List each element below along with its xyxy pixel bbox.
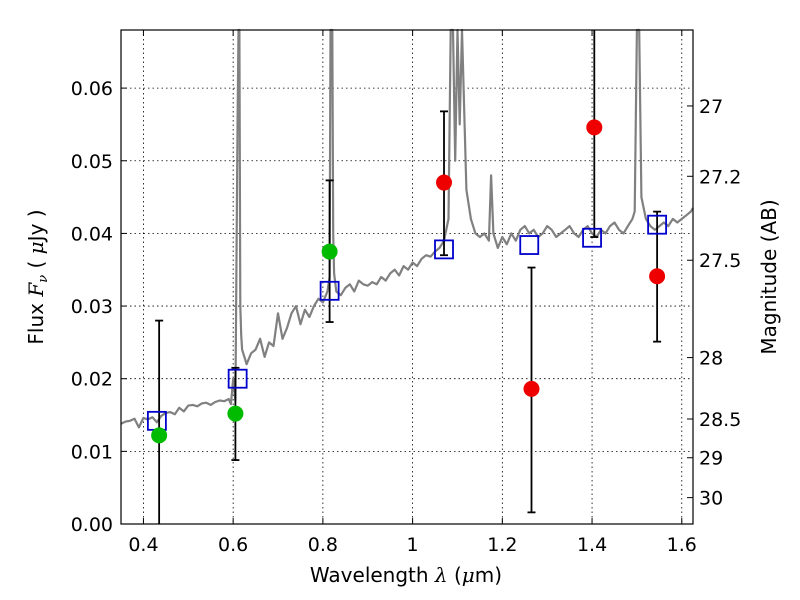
x-tick-label: 1.2 <box>487 534 517 556</box>
mag-tick-label: 29 <box>699 448 723 470</box>
mag-tick-label: 27.2 <box>699 166 741 188</box>
y-tick-label: 0.00 <box>71 514 113 536</box>
y-tick-label: 0.02 <box>71 369 113 391</box>
y-label-symbol: F <box>24 282 48 298</box>
model-photometry-square <box>519 235 540 255</box>
y-label-prefix: Flux <box>24 297 48 345</box>
right-axis-label: Magnitude (AB) <box>757 199 781 354</box>
mag-tick-label: 30 <box>699 488 723 510</box>
y-label-subscript: ν <box>36 275 51 283</box>
y-tick-label: 0.01 <box>71 441 113 463</box>
ticks-layer: 0.4 0.6 0.8 1 1.2 1.4 1.6 0.00 0.01 0.02 0.03 0.04 0… <box>71 30 741 556</box>
y-tick-label: 0.05 <box>71 151 113 173</box>
model-photometry-square <box>227 368 248 389</box>
model-photometry-square <box>319 280 340 301</box>
y-tick-label: 0.04 <box>71 223 113 245</box>
green-point <box>151 427 168 444</box>
model-photometry-square <box>434 239 454 260</box>
plot-frame <box>120 29 694 525</box>
grid <box>121 30 693 524</box>
model-photometry-layer <box>146 214 668 431</box>
observed-points-layer <box>151 119 666 444</box>
green-point <box>321 243 338 260</box>
y-tick-label: 0.03 <box>71 296 113 318</box>
y-label-unit-open: ( <box>24 254 48 275</box>
red-point <box>586 119 603 136</box>
mag-tick-label: 27.5 <box>699 250 741 272</box>
y-label-unit-mu: μ <box>24 241 48 254</box>
x-label-unit-rest: m) <box>475 563 502 587</box>
red-point <box>523 380 540 397</box>
x-label-symbol: λ <box>434 563 448 587</box>
mag-tick-label: 28.5 <box>699 409 741 431</box>
x-tick-label: 1.6 <box>667 534 697 556</box>
y-axis-label: Flux Fν ( μJy ) <box>24 209 51 344</box>
model-photometry-square <box>647 214 668 235</box>
red-point <box>649 268 666 285</box>
mag-tick-label: 28 <box>699 348 723 370</box>
red-point <box>436 174 453 191</box>
x-axis-label: Wavelength λ (μm) <box>310 563 502 587</box>
x-label-prefix: Wavelength <box>310 563 435 587</box>
x-tick-label: 0.6 <box>218 534 248 556</box>
x-tick-label: 1 <box>407 534 419 556</box>
x-label-unit-mu: μ <box>462 563 475 587</box>
green-point <box>227 405 244 422</box>
y-tick-label: 0.06 <box>71 78 113 100</box>
y-label-unit-rest: Jy ) <box>24 209 48 243</box>
x-label-unit-open: ( <box>448 563 462 587</box>
x-tick-label: 1.4 <box>577 534 607 556</box>
x-tick-label: 0.8 <box>308 534 338 556</box>
x-tick-label: 0.4 <box>128 534 158 556</box>
model-photometry-square <box>582 227 602 248</box>
mag-tick-label: 27 <box>699 96 723 118</box>
